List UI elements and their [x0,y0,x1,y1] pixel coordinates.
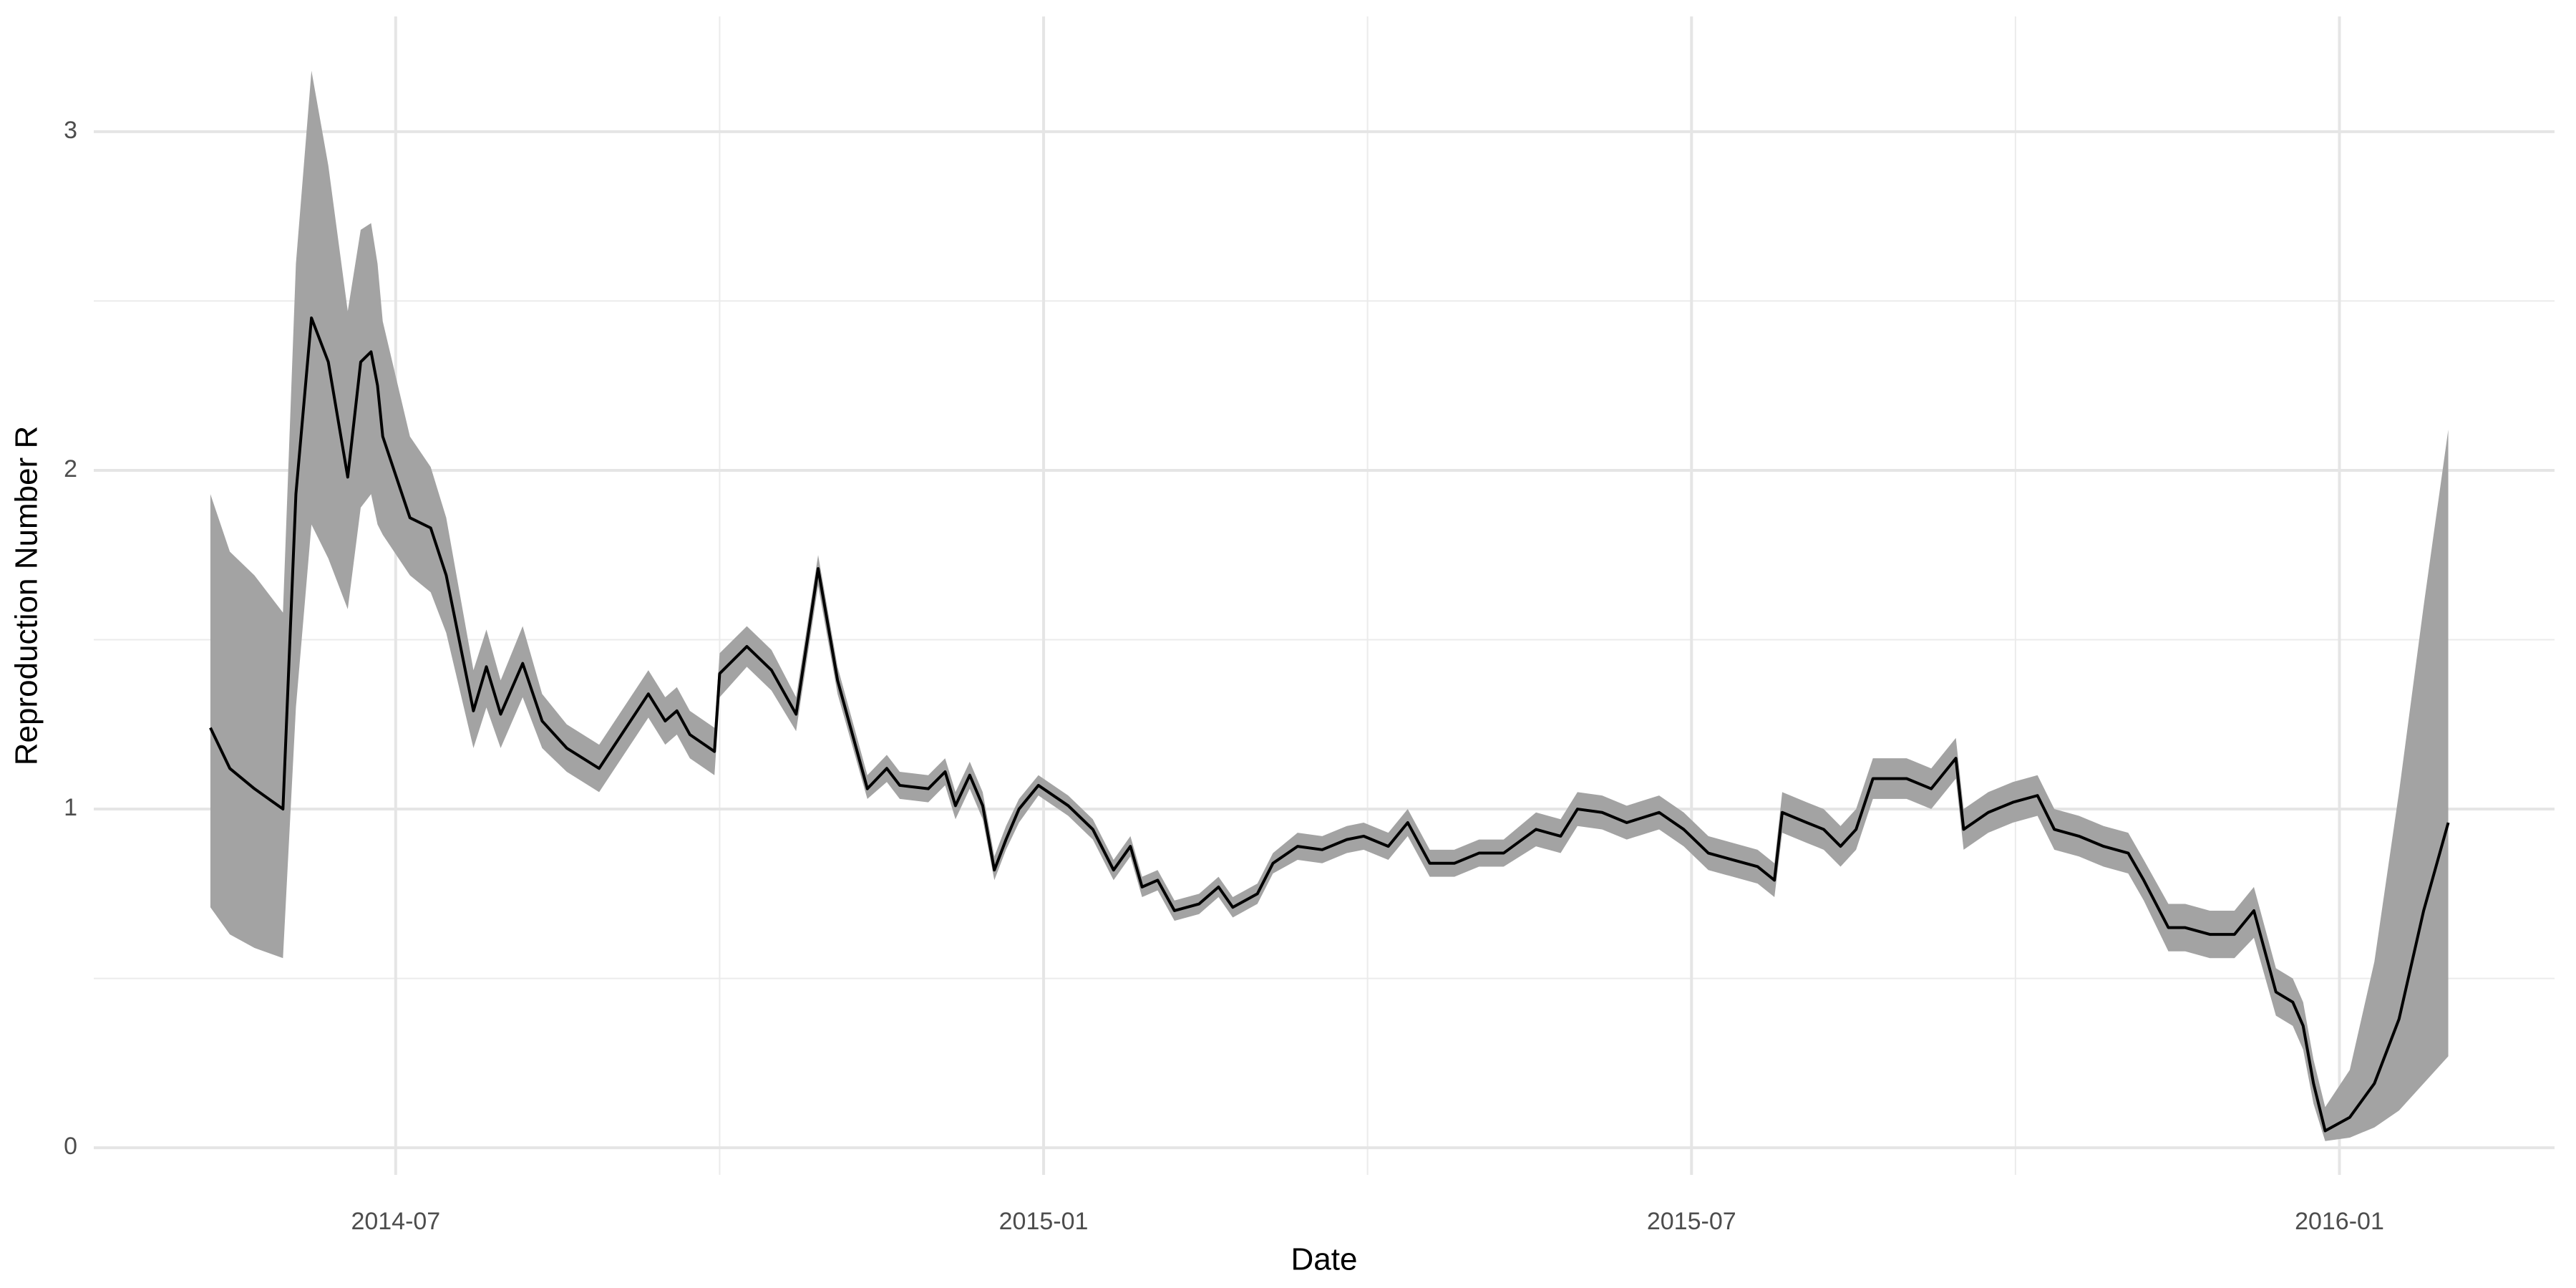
x-tick-label: 2015-01 [999,1208,1089,1235]
x-tick-label: 2015-07 [1647,1208,1736,1235]
x-tick-label: 2016-01 [2295,1208,2384,1235]
x-tick-label: 2014-07 [351,1208,440,1235]
grid [94,16,2555,1175]
line [209,316,2450,1133]
y-tick-label: 3 [64,117,77,144]
y-tick-label: 2 [64,455,77,483]
y-tick-label: 1 [64,794,77,821]
labels: Date Reproduction Number R 0 1 2 3 2014-07 20… [9,117,2384,1277]
confidence-band [210,70,2449,1141]
y-tick-label: 0 [64,1133,77,1160]
marks [209,70,2450,1141]
x-axis-title: Date [1291,1242,1358,1277]
y-axis-title: Reproduction Number R [9,426,44,765]
